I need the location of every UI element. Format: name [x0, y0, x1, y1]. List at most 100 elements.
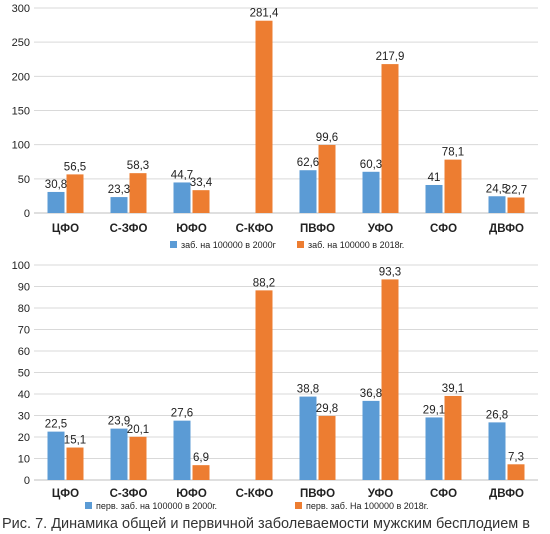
total-legend-swatch	[170, 241, 177, 248]
total-y-tick-label: 50	[18, 174, 30, 186]
primary-category-label: УФО	[368, 488, 394, 500]
primary-data-label: 29,1	[423, 404, 445, 416]
total-category-label: С-ЗФО	[110, 223, 148, 235]
total-bar-2018	[507, 197, 525, 213]
primary-data-label: 39,1	[442, 383, 464, 395]
primary-legend-swatch	[295, 502, 302, 509]
primary-data-label: 15,1	[64, 435, 86, 447]
primary-data-label: 38,8	[297, 384, 319, 396]
total-data-label: 44,7	[171, 169, 193, 181]
total-category-label: ДВФО	[489, 223, 524, 235]
primary-bar-2018	[444, 395, 462, 480]
figure-caption: Рис. 7. Динамика общей и первичной забол…	[2, 516, 530, 532]
primary-category-label: ЮФО	[176, 488, 207, 500]
primary-y-tick-label: 20	[18, 432, 30, 444]
total-category-label: УФО	[368, 223, 394, 235]
total-bar-2000	[425, 184, 443, 213]
total-bar-2000	[173, 182, 191, 213]
primary-bar-2018	[507, 464, 525, 480]
total-data-label: 33,4	[190, 177, 213, 189]
total-category-label: ПВФО	[300, 223, 335, 235]
total-bar-2018	[192, 190, 210, 213]
total-data-label: 41	[428, 172, 441, 184]
primary-incidence-chart: 0 10 20 30 40 50 60 70 80 90 100 22,5 23,9 27,6 38,8 36…	[12, 260, 538, 511]
total-data-label: 56,5	[64, 161, 86, 173]
total-category-label: ЮФО	[176, 223, 207, 235]
primary-y-tick-label: 60	[18, 346, 30, 358]
primary-data-label: 27,6	[171, 408, 193, 420]
primary-data-label: 22,5	[45, 419, 67, 431]
total-bar-2018	[444, 159, 462, 213]
total-data-label: 58,3	[127, 160, 149, 172]
total-legend-label: заб. на 100000 в 2000г	[181, 240, 277, 250]
total-data-label: 217,9	[376, 51, 405, 63]
primary-data-label: 26,8	[486, 409, 508, 421]
primary-y-tick-label: 90	[18, 282, 30, 294]
primary-bar-2000	[488, 422, 506, 480]
primary-bar-2000	[362, 400, 380, 480]
primary-y-tick-label: 80	[18, 303, 30, 315]
primary-data-label: 7,3	[508, 451, 524, 463]
total-bar-2018	[381, 64, 399, 213]
primary-y-tick-label: 30	[18, 411, 30, 423]
total-bar-2018	[318, 144, 336, 213]
primary-y-tick-label: 50	[18, 368, 30, 380]
total-data-label: 99,6	[316, 132, 338, 144]
primary-category-label: С-КФО	[236, 488, 274, 500]
primary-category-label: СФО	[430, 488, 457, 500]
total-bar-2000	[488, 196, 506, 213]
total-data-label: 62,6	[297, 157, 319, 169]
primary-category-label: ПВФО	[300, 488, 335, 500]
primary-bar-2018	[381, 279, 399, 480]
total-y-tick-label: 300	[12, 3, 30, 15]
total-data-label: 30,8	[45, 179, 67, 191]
total-category-label: СФО	[430, 223, 457, 235]
total-y-tick-label: 0	[24, 208, 30, 220]
total-category-label: С-КФО	[236, 223, 274, 235]
total-y-tick-label: 100	[12, 140, 30, 152]
primary-y-tick-label: 10	[18, 454, 30, 466]
primary-bar-2018	[129, 436, 147, 480]
total-legend-swatch	[297, 241, 304, 248]
primary-y-tick-label: 100	[12, 260, 30, 272]
primary-legend-label: перв. заб. на 100000 в 2000г.	[96, 501, 217, 511]
total-bar-2000	[362, 171, 380, 213]
primary-legend-swatch	[85, 502, 92, 509]
total-y-tick-label: 150	[12, 106, 30, 118]
primary-category-label: ДВФО	[489, 488, 524, 500]
primary-legend-label: перв. заб. На 100000 в 2018г.	[306, 501, 428, 511]
primary-data-label: 6,9	[193, 452, 209, 464]
total-data-label: 24,5	[486, 183, 508, 195]
total-data-label: 281,4	[250, 8, 279, 20]
primary-y-tick-label: 70	[18, 325, 30, 337]
primary-bar-2018	[66, 447, 84, 480]
total-y-tick-label: 200	[12, 71, 30, 83]
primary-data-label: 20,1	[127, 424, 149, 436]
primary-data-label: 29,8	[316, 403, 338, 415]
total-y-tick-label: 250	[12, 37, 30, 49]
primary-bar-2000	[425, 417, 443, 480]
primary-y-tick-label: 40	[18, 389, 30, 401]
total-incidence-chart: 0 50 100 150 200 250 300 30,8 23,3 44,7 62,6 60,3 41…	[12, 3, 538, 250]
primary-data-label: 23,9	[108, 416, 130, 428]
primary-data-label: 36,8	[360, 388, 382, 400]
total-bar-2000	[47, 191, 65, 213]
primary-category-label: С-ЗФО	[110, 488, 148, 500]
total-bar-2018	[255, 20, 273, 214]
total-bar-2000	[299, 170, 317, 213]
total-data-label: 23,3	[108, 184, 130, 196]
primary-bar-2018	[192, 465, 210, 480]
primary-category-label: ЦФО	[52, 488, 79, 500]
total-data-label: 22,7	[505, 184, 527, 196]
primary-y-tick-label: 0	[24, 475, 30, 487]
primary-data-label: 93,3	[379, 266, 401, 278]
total-bar-2000	[110, 197, 128, 213]
primary-bar-2000	[110, 428, 128, 480]
total-legend-label: заб. на 100000 в 2018г.	[308, 240, 404, 250]
total-bar-2018	[66, 174, 84, 213]
primary-data-label: 88,2	[253, 277, 275, 289]
primary-bar-2000	[299, 396, 317, 480]
primary-bar-2000	[173, 420, 191, 480]
primary-bar-2000	[47, 431, 65, 480]
